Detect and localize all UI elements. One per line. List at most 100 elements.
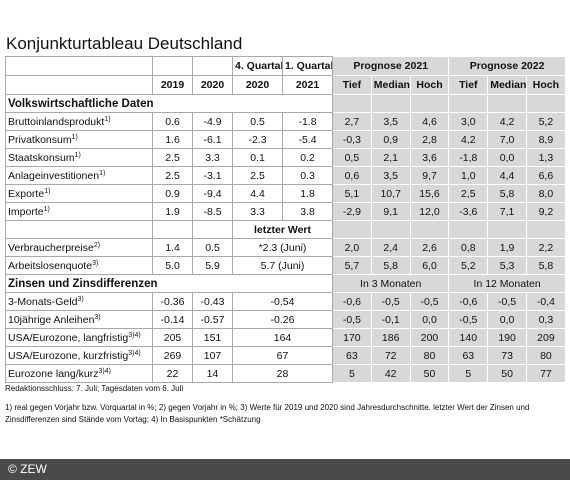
table-row: USA/Eurozone, kurzfristig3)4) 269 107 67 63 7… (5, 346, 566, 365)
value-cell: 164 (232, 328, 333, 347)
empty-cell (5, 75, 153, 95)
title: Konjunkturtableau Deutschland (6, 34, 243, 53)
value-cell: 190 (487, 328, 527, 347)
row-label: Eurozone lang/kurz3)4) (5, 364, 153, 383)
row-label-text: Arbeitslosenquote (8, 259, 93, 272)
empty-cell (332, 220, 372, 239)
empty-cell (370, 94, 411, 113)
value-cell: 0.3 (282, 166, 333, 185)
value-cell: 7,0 (487, 130, 527, 149)
value-cell: -0,5 (409, 292, 450, 311)
value-cell: 1,9 (487, 238, 527, 257)
row-label: Bruttoinlandsprodukt1) (5, 112, 153, 131)
value-cell: -9.4 (192, 184, 233, 203)
footnote-ref: 1) (43, 205, 50, 213)
value-cell: 5.9 (192, 256, 233, 275)
value-cell: -0,1 (370, 310, 411, 329)
value-cell: 0.5 (232, 112, 283, 131)
value-cell: 6,6 (526, 166, 566, 185)
value-cell: 67 (232, 346, 333, 365)
value-cell: 0,8 (448, 238, 489, 257)
value-cell: 2,6 (409, 238, 450, 257)
span-header: letzter Wert (232, 220, 333, 239)
column-header: Median (370, 75, 411, 95)
value-cell: 1.6 (152, 130, 193, 149)
value-cell: 0,9 (370, 130, 411, 149)
footnote-ref: 1) (71, 133, 78, 141)
value-cell: 3,5 (370, 166, 411, 185)
value-cell: 0,0 (409, 310, 450, 329)
empty-cell (526, 220, 566, 239)
value-cell: -0,5 (448, 310, 489, 329)
copyright: © ZEW (8, 462, 47, 476)
value-cell: -0.43 (192, 292, 233, 311)
value-cell: 1,3 (526, 148, 566, 167)
value-cell: -0.14 (152, 310, 193, 329)
value-cell: 80 (409, 346, 450, 365)
value-cell: 8,0 (526, 184, 566, 203)
value-cell: 5.0 (152, 256, 193, 275)
value-cell: 5 (332, 364, 372, 383)
value-cell: 0,6 (332, 166, 372, 185)
row-label: Importe1) (5, 202, 153, 221)
value-cell: 2,7 (332, 112, 372, 131)
value-cell: 2.5 (232, 166, 283, 185)
value-cell: 2.5 (152, 148, 193, 167)
header-row: 4. Quartal 1. Quartal Prognose 2021 Prognos… (5, 56, 566, 76)
empty-cell (409, 220, 450, 239)
footnote-ref: 3) (92, 259, 99, 267)
column-header: Hoch (526, 75, 566, 95)
row-label: 10jährige Anleihen3) (5, 310, 153, 329)
horizon-header: In 12 Monaten (448, 274, 566, 293)
table-row: 10jährige Anleihen3) -0.14 -0.57 -0.26 -0,5-… (5, 310, 566, 329)
value-cell: 5,8 (526, 256, 566, 275)
value-cell: 0.5 (192, 238, 233, 257)
column-header: Tief (448, 75, 489, 95)
footnotes: 1) real gegen Vorjahr bzw. Vorquartal in… (5, 403, 530, 424)
row-label-text: Staatskonsum (8, 151, 75, 164)
value-cell: 5,7 (332, 256, 372, 275)
value-cell: 7,1 (487, 202, 527, 221)
row-label-text: 3-Monats-Geld (8, 295, 78, 308)
empty-cell (448, 220, 489, 239)
footnote-ref: 1) (99, 169, 106, 177)
value-cell: 50 (487, 364, 527, 383)
empty-cell (192, 56, 233, 76)
header-row: 2019 2020 2020 2021 Tief Median Hoch Tief Median… (5, 75, 566, 95)
column-header: Prognose 2021 (331, 56, 450, 76)
section-title: Volkswirtschaftliche Daten (5, 94, 333, 113)
empty-cell (487, 94, 527, 113)
value-cell: 5,3 (487, 256, 527, 275)
value-cell: 5,1 (332, 184, 372, 203)
row-label-text: Eurozone lang/kurz (8, 367, 99, 380)
value-cell: -1.8 (282, 112, 333, 131)
value-cell: 73 (487, 346, 527, 365)
footnote-ref: 2) (93, 241, 101, 249)
empty-cell (5, 220, 153, 239)
row-label-text: Anlageinvestitionen (8, 169, 100, 182)
row-label-text: Importe (8, 205, 44, 218)
value-cell: 269 (152, 346, 193, 365)
row-label-text: Privatkonsum (8, 133, 72, 146)
value-cell: 3,6 (409, 148, 450, 167)
table-row: Staatskonsum1) 2.5 3.3 0.1 0.2 0,5 2,1 3,6 -1,8 0… (5, 148, 566, 167)
value-cell: -0.54 (232, 292, 333, 311)
value-cell: 4.4 (232, 184, 283, 203)
row-label-text: USA/Eurozone, langfristig (8, 331, 129, 344)
value-cell: -5.4 (282, 130, 333, 149)
value-cell: 2.5 (152, 166, 193, 185)
footnote-ref: 3) (77, 295, 84, 303)
value-cell: 0,0 (487, 310, 527, 329)
value-cell: 3.3 (232, 202, 283, 221)
footnote-ref: 3)4) (98, 367, 111, 375)
value-cell: -0,5 (487, 292, 527, 311)
value-cell: 15,6 (409, 184, 450, 203)
value-cell: -0.26 (232, 310, 333, 329)
value-cell: 6,0 (409, 256, 450, 275)
value-cell: 4,6 (409, 112, 450, 131)
value-cell: 5,2 (448, 256, 489, 275)
value-cell: 0.1 (232, 148, 283, 167)
value-cell: 9,1 (370, 202, 411, 221)
value-cell: 14 (192, 364, 233, 383)
table-row: Volkswirtschaftliche Daten (5, 94, 566, 113)
